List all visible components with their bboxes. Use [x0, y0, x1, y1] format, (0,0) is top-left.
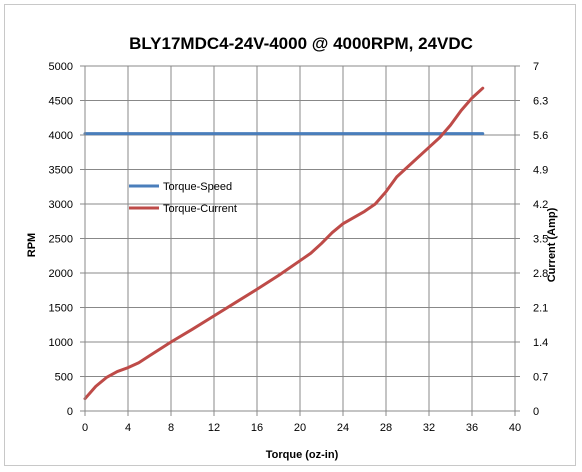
x-tick-label: 20	[294, 422, 306, 434]
y-tick-label: 3500	[49, 165, 73, 177]
x-tick-label: 12	[208, 422, 220, 434]
x-tick-label: 28	[380, 422, 392, 434]
chart-area: BLY17MDC4-24V-4000 @ 4000RPM, 24VDC 0 4 8 1…	[4, 4, 576, 466]
x-tick-label: 16	[251, 422, 263, 434]
y2-tick-label: 2.1	[533, 303, 548, 315]
y-axis-title: RPM	[26, 233, 38, 257]
y2-tick-label: 7	[533, 61, 539, 73]
chart-title: BLY17MDC4-24V-4000 @ 4000RPM, 24VDC	[129, 34, 473, 53]
y-tick-label: 5000	[49, 61, 73, 73]
series-line-torque-current	[83, 86, 485, 401]
y-tick-label: 1500	[49, 303, 73, 315]
y-tick-label: 3000	[49, 199, 73, 211]
y2-tick-label: 3.5	[533, 234, 548, 246]
y-tick-label: 500	[55, 372, 73, 384]
x-tick-label: 36	[466, 422, 478, 434]
x-tick-label: 8	[168, 422, 174, 434]
y2-tick-label: 5.6	[533, 130, 548, 142]
y-tick-label: 2000	[49, 268, 73, 280]
y-tick-label: 4000	[49, 130, 73, 142]
x-tick-label: 0	[82, 422, 88, 434]
legend-label-torque-current: Torque-Current	[163, 203, 237, 215]
y2-tick-label: 0.7	[533, 372, 548, 384]
y2-tick-label: 4.9	[533, 165, 548, 177]
x-tick-label: 40	[509, 422, 521, 434]
x-tick-label: 24	[337, 422, 349, 434]
y2-tick-label: 6.3	[533, 96, 548, 108]
y-tick-label: 1000	[49, 337, 73, 349]
y2-axis-title: Current (Amp)	[546, 207, 558, 282]
y2-tick-label: 2.8	[533, 268, 548, 280]
y2-tick-label: 4.2	[533, 199, 548, 211]
line-chart: BLY17MDC4-24V-4000 @ 4000RPM, 24VDC 0 4 8 1…	[26, 34, 558, 461]
y-tick-label: 2500	[49, 234, 73, 246]
legend-label-torque-speed: Torque-Speed	[163, 181, 232, 193]
y-tick-label: 4500	[49, 96, 73, 108]
y2-tick-label: 1.4	[533, 337, 548, 349]
x-tick-label: 4	[125, 422, 131, 434]
x-tick-label: 32	[423, 422, 435, 434]
y-tick-label: 0	[67, 406, 73, 418]
y2-tick-label: 0	[533, 406, 539, 418]
x-axis-title: Torque (oz-in)	[266, 449, 339, 461]
